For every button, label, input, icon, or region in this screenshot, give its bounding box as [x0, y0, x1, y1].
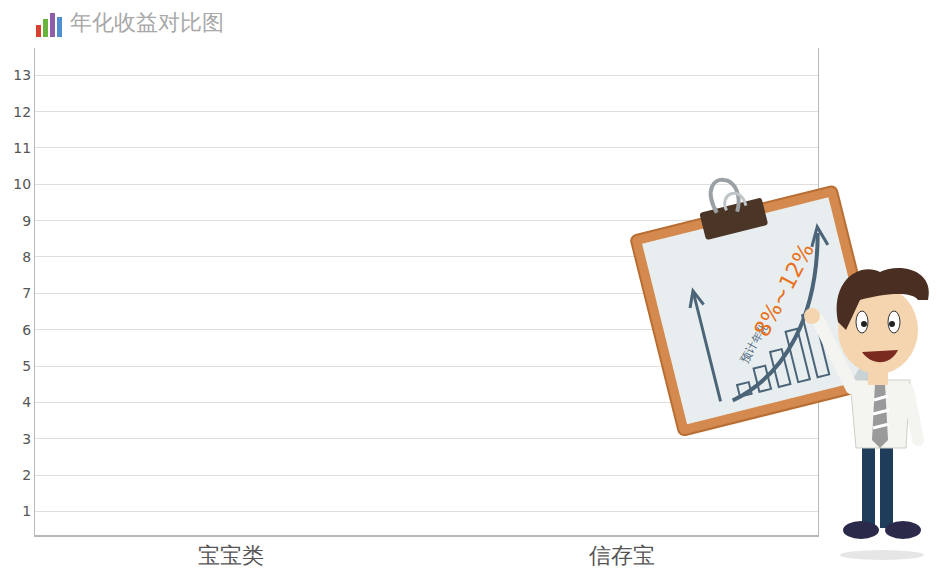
svg-text:8: 8 [22, 249, 31, 265]
svg-text:9: 9 [22, 213, 31, 229]
svg-text:8%~12%: 8%~12% [749, 239, 819, 341]
html-text:年化收益对比图: 年化收益对比图 [70, 10, 224, 35]
svg-text:预计年化: 预计年化 [738, 320, 770, 365]
svg-text:5: 5 [22, 358, 31, 374]
svg-text:7: 7 [22, 285, 31, 301]
svg-text:12: 12 [13, 104, 31, 120]
svg-text:6: 6 [22, 322, 31, 338]
svg-text:2: 2 [22, 467, 31, 483]
svg-text:信存宝: 信存宝 [589, 543, 655, 568]
svg-text:11: 11 [13, 140, 31, 156]
svg-text:宝宝类: 宝宝类 [198, 543, 264, 568]
svg-text:1: 1 [22, 503, 31, 519]
svg-text:4: 4 [22, 394, 31, 410]
svg-text:10: 10 [13, 176, 31, 192]
svg-text:13: 13 [13, 67, 31, 83]
svg-text:3: 3 [22, 431, 31, 447]
